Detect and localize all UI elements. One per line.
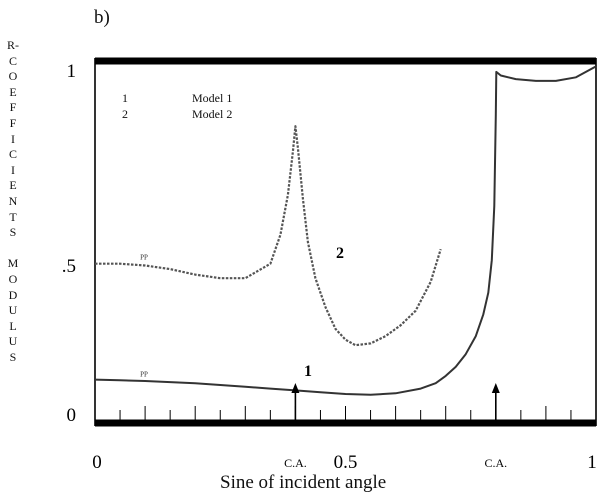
y-axis-label-char: U — [8, 303, 18, 318]
tick-marks — [119, 406, 572, 420]
x-tick-label: 1 — [587, 452, 597, 473]
x-tick-label: 0 — [92, 452, 102, 473]
series-line-2 — [95, 125, 442, 347]
y-axis-label-char: R- — [7, 38, 19, 52]
legend-label: Model 2 — [192, 107, 233, 121]
y-tick-label: 0 — [67, 405, 77, 426]
critical-angle-label: C.A. — [284, 456, 307, 470]
x-tick-label: 0.5 — [334, 452, 358, 473]
critical-angle-arrowhead — [491, 383, 500, 393]
y-axis-label-char: E — [9, 178, 17, 193]
y-tick-label: .5 — [62, 256, 76, 277]
y-axis-label-char: I — [11, 131, 15, 146]
y-axis-label-char: L — [9, 318, 17, 333]
series-tag: PP — [140, 254, 148, 262]
legend-entry-2: 2 Model 2 — [122, 106, 232, 122]
curve-label-2: 2 — [336, 245, 344, 262]
legend-id: 1 — [122, 91, 128, 105]
y-axis-label-char: O — [8, 271, 18, 286]
y-axis-label-char — [6, 241, 20, 257]
axes-frame — [94, 57, 597, 427]
y-axis-label-char: O — [8, 69, 18, 84]
y-axis-label-char: C — [8, 53, 17, 68]
legend-id: 2 — [122, 107, 128, 121]
y-axis-label-char: C — [8, 147, 17, 162]
series-tag: PP — [140, 370, 148, 378]
tick-labels: 0 0.5 10.51 — [62, 61, 597, 473]
y-axis-label-char: F — [9, 115, 17, 130]
y-axis-label-char: I — [11, 162, 15, 177]
y-axis-label-char: U — [8, 334, 18, 349]
critical-angle-label: C.A. — [484, 456, 507, 470]
y-axis-label-char: E — [9, 84, 17, 99]
y-axis-label-char: D — [8, 287, 18, 302]
panel-label: b) — [94, 7, 110, 28]
annotations: 1 2 C.A. C.A. — [284, 245, 507, 470]
curve-label-1: 1 — [304, 363, 312, 380]
x-axis-label: Sine of incident angle — [220, 472, 387, 493]
series-lines: PP PP — [94, 65, 597, 396]
y-axis-label-char: N — [8, 193, 18, 208]
legend-label: Model 1 — [192, 91, 233, 105]
y-axis-label-char: F — [9, 100, 17, 115]
legend: 1 Model 1 2 Model 2 — [122, 90, 232, 122]
y-axis-label-char: M — [7, 256, 19, 271]
critical-angle-arrowhead — [291, 383, 300, 393]
y-axis-label-char: T — [9, 209, 17, 224]
y-tick-label: 1 — [67, 61, 77, 82]
legend-entry-1: 1 Model 1 — [122, 90, 232, 106]
y-axis-label-char: S — [9, 225, 17, 240]
y-axis-label-char: S — [9, 349, 17, 364]
series-line-1 — [94, 65, 597, 396]
